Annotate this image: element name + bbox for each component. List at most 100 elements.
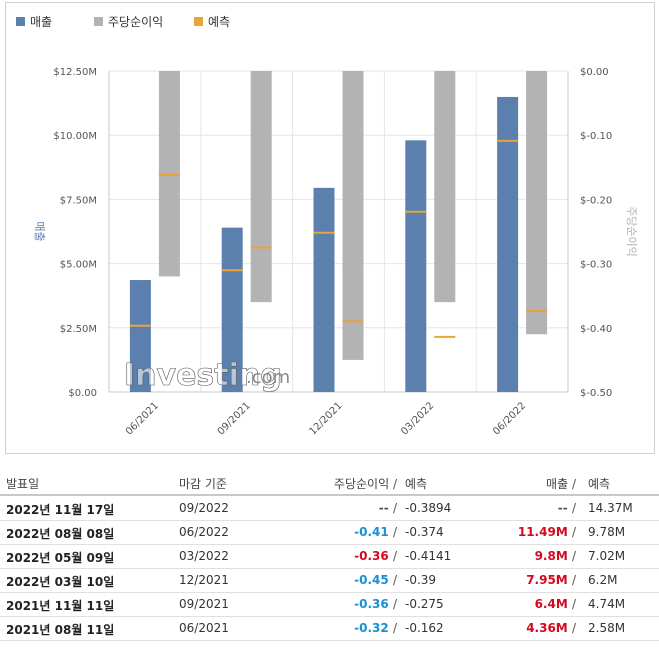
revenue-swatch-icon	[16, 17, 25, 26]
table-header-row: 발표일 마감 기준 주당순이익 / 예측 매출 / 예측	[0, 470, 659, 496]
row-revenue: -- /	[557, 501, 576, 515]
row-eps: -0.36 /	[354, 549, 397, 563]
row-revenue: 7.95M /	[526, 573, 576, 587]
x-tick-label: 12/2021	[307, 400, 344, 437]
row-revenue-forecast: 14.37M	[588, 501, 633, 515]
revenue-bar	[405, 140, 427, 392]
watermark-suffix: .com	[246, 367, 290, 388]
row-revenue: 4.36M /	[526, 621, 576, 635]
row-date: 2022년 05월 09일	[6, 551, 115, 565]
row-revenue-value: 4.36M	[526, 621, 568, 635]
table-row: 2021년 11월 11일 09/2021 -0.36 / -0.275 6.4M / 4…	[0, 592, 659, 617]
header-revenue[interactable]: 매출 /	[546, 477, 576, 491]
left-tick-label: $5.00M	[60, 260, 97, 271]
table-row: 2022년 03월 10일 12/2021 -0.45 / -0.39 7.95M / 6…	[0, 568, 659, 593]
table-row: 2022년 05월 09일 03/2022 -0.36 / -0.4141 9.8M /…	[0, 544, 659, 569]
row-revenue-forecast: 9.78M	[588, 525, 626, 539]
row-period: 12/2021	[179, 573, 229, 587]
legend-revenue-label: 매출	[30, 15, 53, 29]
legend-forecast-label: 예측	[208, 15, 231, 29]
x-tick-label: 03/2022	[399, 400, 436, 437]
revenue-bar	[129, 280, 151, 392]
chart-plot: $0.00 $2.50M $5.00M $7.50M $10.00M $12.50M $-0…	[33, 67, 638, 437]
header-revenue-label: 매출	[546, 477, 569, 491]
row-revenue: 6.4M /	[534, 597, 576, 611]
header-period[interactable]: 마감 기준	[179, 477, 227, 491]
row-eps-value: --	[378, 501, 389, 515]
x-tick-label: 06/2022	[491, 400, 528, 437]
row-revenue-value: 6.4M	[534, 597, 568, 611]
earnings-chart-panel: 매출 주당순이익 예측 $0.00 $2.50M $5.00M $7.50M $10.0…	[5, 2, 655, 454]
investing-logo: Investing.com	[124, 358, 290, 394]
row-date: 2021년 08월 11일	[6, 623, 115, 637]
left-tick-label: $0.00	[68, 388, 97, 399]
left-tick-label: $2.50M	[60, 324, 97, 335]
row-revenue-forecast: 6.2M	[588, 573, 618, 587]
x-tick-label: 06/2021	[124, 400, 161, 437]
revenue-bar	[313, 187, 335, 392]
eps-bar	[526, 71, 548, 335]
row-revenue: 9.8M /	[534, 549, 576, 563]
row-eps-forecast: -0.374	[405, 525, 444, 539]
eps-bar	[158, 71, 180, 277]
row-eps-value: -0.36	[354, 597, 389, 611]
header-date[interactable]: 발표일	[6, 477, 40, 491]
left-axis-label: 매출	[33, 221, 46, 241]
legend-eps-label: 주당순이익	[108, 15, 164, 29]
left-tick-label: $10.00M	[53, 131, 97, 142]
watermark-brand: Investing	[124, 358, 282, 393]
row-period: 09/2022	[179, 501, 229, 515]
row-revenue: 11.49M /	[517, 525, 576, 539]
row-eps-value: -0.41	[354, 525, 389, 539]
left-tick-label: $7.50M	[60, 195, 97, 206]
header-eps-label: 주당순이익	[333, 477, 390, 491]
eps-bar	[342, 71, 364, 360]
row-revenue-forecast: 7.02M	[588, 549, 626, 563]
row-eps-forecast: -0.162	[405, 621, 444, 635]
right-tick-label: $-0.30	[580, 260, 612, 271]
row-date: 2022년 08월 08일	[6, 527, 115, 541]
row-revenue-value: 7.95M	[526, 573, 568, 587]
right-tick-label: $-0.20	[580, 195, 612, 206]
right-tick-label: $-0.50	[580, 388, 612, 399]
header-revenue-forecast[interactable]: 예측	[588, 477, 611, 491]
row-eps-forecast: -0.3894	[405, 501, 452, 515]
row-eps: -0.41 /	[354, 525, 397, 539]
legend-eps[interactable]: 주당순이익	[94, 13, 163, 30]
row-eps-forecast: -0.4141	[405, 549, 452, 563]
row-period: 03/2022	[179, 549, 229, 563]
revenue-bar	[221, 227, 243, 392]
eps-swatch-icon	[94, 17, 103, 26]
row-eps-value: -0.36	[354, 549, 389, 563]
legend-revenue[interactable]: 매출	[16, 13, 52, 30]
table-row: 2022년 11월 17일 09/2022 -- / -0.3894 -- / 14.37…	[0, 496, 659, 521]
row-period: 06/2021	[179, 621, 229, 635]
row-period: 06/2022	[179, 525, 229, 539]
right-tick-label: $0.00	[580, 67, 609, 78]
row-eps-forecast: -0.39	[405, 573, 437, 587]
table-row: 2021년 08월 11일 06/2021 -0.32 / -0.162 4.36M /…	[0, 616, 659, 641]
row-date: 2022년 03월 10일	[6, 575, 115, 589]
row-date: 2021년 11월 11일	[6, 599, 115, 613]
right-axis-label: 주당순이익	[625, 206, 638, 257]
row-revenue-forecast: 2.58M	[588, 621, 626, 635]
row-period: 09/2021	[179, 597, 229, 611]
header-eps[interactable]: 주당순이익 /	[333, 477, 397, 491]
header-eps-forecast[interactable]: 예측	[405, 477, 428, 491]
forecast-swatch-icon	[194, 17, 203, 26]
row-eps: -0.45 /	[354, 573, 397, 587]
legend-forecast[interactable]: 예측	[194, 13, 230, 30]
row-revenue-value: 9.8M	[534, 549, 568, 563]
row-eps-value: -0.45	[354, 573, 389, 587]
table-row: 2022년 08월 08일 06/2022 -0.41 / -0.374 11.49M …	[0, 520, 659, 545]
row-revenue-value: 11.49M	[517, 525, 568, 539]
row-eps: -0.36 /	[354, 597, 397, 611]
row-eps: -- /	[378, 501, 397, 515]
left-tick-label: $12.50M	[53, 67, 97, 78]
row-date: 2022년 11월 17일	[6, 503, 115, 517]
eps-bar	[434, 71, 456, 303]
revenue-bar	[497, 96, 519, 392]
row-revenue-value: --	[557, 501, 568, 515]
right-tick-label: $-0.40	[580, 324, 612, 335]
row-eps-forecast: -0.275	[405, 597, 444, 611]
